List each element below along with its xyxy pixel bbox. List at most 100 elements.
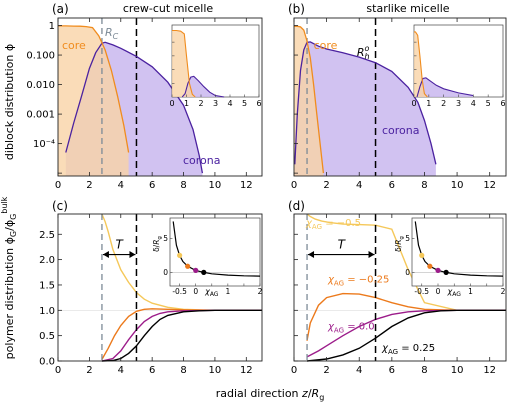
c-x-tick-label: 12 — [240, 365, 253, 376]
b-x-tick-label: 12 — [483, 180, 496, 191]
d-thickness-label: T — [338, 238, 347, 252]
b-x-tick-label: 6 — [389, 180, 395, 191]
b-inset-corona-area — [417, 77, 474, 97]
b-inset-corona-line — [416, 77, 474, 98]
c-y-tick-label: 0.5 — [39, 331, 55, 342]
c-x-tick-label: 10 — [209, 365, 222, 376]
c-y-tick-label: 1.0 — [39, 306, 55, 317]
d-x-tick-label: 8 — [421, 365, 427, 376]
a-title: crew-cut micelle — [123, 2, 214, 15]
d-inset-x-tick-label: -0.5 — [414, 287, 429, 296]
a-corona-line — [65, 41, 204, 174]
c-inset-x-tick-label: 1 — [225, 287, 230, 296]
d-inset: -0.5 0 1 2 0 5 χAG δ/Rg — [394, 217, 506, 298]
panel-b: 0 2 4 6 8 10 12(b) starlike micellecorecoronaRo… — [288, 2, 507, 191]
a-x-tick-label: 4 — [118, 180, 124, 191]
a-x-tick-label: 12 — [240, 180, 253, 191]
c-x-tick-label: 2 — [86, 365, 92, 376]
c-panel-label: (c) — [52, 199, 68, 213]
figure-ylabel-bottom: polymer distribution ϕG/ϕGbulk — [0, 196, 18, 359]
c-x-tick-label: 4 — [118, 365, 124, 376]
b-inset-x-tick-label: 3 — [456, 99, 461, 108]
a-inset-core-line — [172, 29, 196, 98]
d-label-chi-0: χAG = 0.0 — [327, 322, 375, 335]
a-y-tick-label: 0.010 — [26, 80, 55, 91]
d-label-chi-025: χAG = 0.25 — [381, 343, 435, 356]
d-inset-y-tick-label: 0 — [405, 268, 410, 277]
a-y-tick-label: 0.100 — [26, 51, 55, 62]
d-x-tick-label: 0 — [291, 365, 297, 376]
a-inset-core-area — [172, 30, 196, 97]
b-plot-frame — [293, 17, 507, 177]
c-y-tick-label: 2.5 — [39, 230, 55, 241]
b-corona-line — [294, 41, 437, 165]
a-rc-label: RC — [105, 26, 119, 41]
a-inset-x-tick-label: 4 — [227, 99, 232, 108]
a-x-tick-label: 6 — [149, 180, 155, 191]
a-x-tick-label: 2 — [86, 180, 92, 191]
a-y-tick-label: 1 — [49, 21, 55, 32]
d-label-chi-m025: χAG = −0.25 — [327, 274, 389, 287]
b-panel-label: (b) — [288, 2, 305, 16]
c-inset: -0.5 0 1 2 0 5 χAG δ/Rg — [152, 217, 263, 298]
b-inset-x-tick-label: 0 — [411, 99, 416, 108]
b-x-tick-label: 8 — [421, 180, 427, 191]
d-inset-point-2 — [435, 267, 441, 273]
d-x-tick-label: 4 — [356, 365, 362, 376]
d-series-line-1 — [306, 292, 506, 341]
b-title: starlike micelle — [366, 2, 449, 15]
b-corona-area — [294, 41, 436, 177]
c-inset-point-1 — [185, 263, 191, 269]
a-inset-x-tick-label: 0 — [169, 99, 174, 108]
b-x-tick-label: 10 — [451, 180, 464, 191]
c-inset-x-tick-label: 0 — [193, 287, 198, 296]
b-inset-x-tick-label: 2 — [441, 99, 446, 108]
d-panel-label: (d) — [288, 199, 305, 213]
d-x-tick-label: 6 — [389, 365, 395, 376]
c-inset-frame — [169, 217, 261, 287]
a-core-label: core — [62, 39, 86, 52]
c-inset-point-0 — [177, 252, 183, 258]
c-plot-frame — [57, 213, 263, 362]
a-core-line — [58, 25, 130, 153]
d-inset-point-3 — [443, 269, 449, 275]
d-x-tick-label: 10 — [451, 365, 464, 376]
c-x-tick-label: 8 — [180, 365, 186, 376]
c-inset-point-2 — [193, 267, 199, 273]
a-plot-frame — [57, 17, 263, 177]
b-core-line — [293, 25, 325, 174]
a-x-tick-label: 8 — [180, 180, 186, 191]
b-x-tick-label: 2 — [323, 180, 329, 191]
d-inset-x-tick-label: 1 — [468, 287, 473, 296]
d-inset-x-tick-label: 2 — [501, 287, 506, 296]
d-x-tick-label: 2 — [323, 365, 329, 376]
b-x-tick-label: 4 — [356, 180, 362, 191]
d-inset-xlabel: χAG — [447, 287, 462, 298]
figure-ylabel-top: diblock distribution ϕ — [3, 44, 16, 160]
d-series-line-3 — [306, 309, 506, 362]
b-inset-core-line — [414, 31, 428, 98]
b-x-tick-label: 0 — [291, 180, 297, 191]
c-y-tick-label: 2.0 — [39, 255, 55, 266]
c-inset-y-tick-label: 0 — [163, 268, 168, 277]
b-inset-x-tick-label: 1 — [426, 99, 431, 108]
c-thickness-arrow — [102, 251, 136, 259]
d-plot-frame — [293, 213, 507, 362]
a-y-tick-label: 0.001 — [26, 110, 55, 121]
a-inset-x-tick-label: 5 — [242, 99, 247, 108]
d-inset-y-tick-label: 5 — [405, 234, 410, 243]
a-corona-label: corona — [183, 154, 221, 167]
b-core-label: core — [314, 39, 338, 52]
c-inset-x-tick-label: -0.5 — [172, 287, 187, 296]
a-core-area — [58, 25, 129, 177]
d-thickness-arrow — [308, 251, 375, 259]
b-inset-x-tick-label: 5 — [486, 99, 491, 108]
a-inset-x-tick-label: 6 — [256, 99, 261, 108]
b-inset-x-tick-label: 4 — [471, 99, 476, 108]
a-inset-x-tick-label: 1 — [184, 99, 189, 108]
